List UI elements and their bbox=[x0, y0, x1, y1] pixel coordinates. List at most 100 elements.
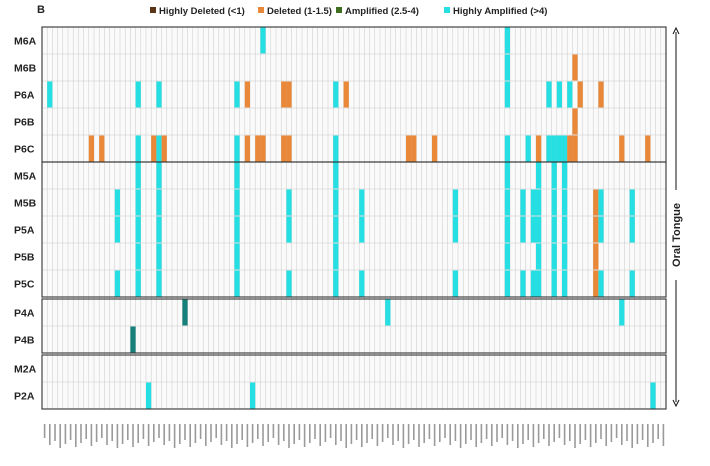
legend-label-highly_amplified: Highly Amplified (>4) bbox=[453, 6, 547, 17]
cell-mark bbox=[151, 135, 157, 162]
cell-mark bbox=[286, 270, 292, 297]
cell-mark bbox=[598, 216, 604, 243]
cell-mark bbox=[234, 81, 240, 108]
cell-mark bbox=[504, 27, 510, 54]
row-label-P5B: P5B bbox=[14, 252, 35, 264]
cell-mark bbox=[567, 81, 573, 108]
cell-mark bbox=[234, 216, 240, 243]
row-label-P6B: P6B bbox=[14, 117, 35, 129]
cell-mark bbox=[530, 189, 536, 216]
cell-mark bbox=[536, 189, 542, 216]
legend-label-highly_deleted: Highly Deleted (<1) bbox=[159, 6, 245, 17]
cell-mark bbox=[593, 270, 599, 297]
cell-mark bbox=[432, 135, 438, 162]
cell-mark bbox=[504, 162, 510, 189]
cell-mark bbox=[333, 243, 339, 270]
legend-swatch-highly_amplified bbox=[444, 7, 450, 13]
cell-mark bbox=[629, 216, 635, 243]
cell-mark bbox=[286, 189, 292, 216]
row-label-M2A: M2A bbox=[14, 364, 37, 376]
cell-mark bbox=[619, 135, 625, 162]
row-label-P4A: P4A bbox=[14, 308, 35, 320]
cell-mark bbox=[385, 299, 391, 326]
cell-mark bbox=[244, 81, 250, 108]
legend: Highly Deleted (<1) Deleted (1-1.5) Amplif… bbox=[150, 6, 547, 17]
cell-mark bbox=[520, 216, 526, 243]
cell-mark bbox=[530, 270, 536, 297]
cell-mark bbox=[504, 54, 510, 81]
row-label-P5C: P5C bbox=[14, 279, 35, 291]
cell-mark bbox=[156, 135, 162, 162]
cell-mark bbox=[593, 216, 599, 243]
group-frames bbox=[41, 26, 667, 410]
cell-mark bbox=[556, 81, 562, 108]
cell-mark bbox=[504, 135, 510, 162]
cell-mark bbox=[536, 135, 542, 162]
cell-mark bbox=[406, 135, 412, 162]
cell-mark bbox=[333, 270, 339, 297]
cell-mark bbox=[551, 135, 557, 162]
cell-mark bbox=[333, 189, 339, 216]
cell-mark bbox=[530, 216, 536, 243]
side-label: Oral Tongue bbox=[671, 203, 683, 267]
row-label-P6C: P6C bbox=[14, 144, 35, 156]
cell-mark bbox=[562, 243, 568, 270]
legend-label-deleted: Deleted (1-1.5) bbox=[267, 6, 332, 17]
cell-mark bbox=[593, 189, 599, 216]
cell-mark bbox=[286, 135, 292, 162]
cell-mark bbox=[536, 270, 542, 297]
cell-mark bbox=[629, 189, 635, 216]
group-frame bbox=[41, 161, 667, 298]
cell-mark bbox=[135, 270, 141, 297]
cell-mark bbox=[562, 270, 568, 297]
cell-mark bbox=[156, 243, 162, 270]
cell-mark bbox=[572, 54, 578, 81]
cell-mark bbox=[536, 162, 542, 189]
cell-mark bbox=[88, 135, 94, 162]
cell-mark bbox=[551, 243, 557, 270]
cell-mark bbox=[99, 135, 105, 162]
cell-mark bbox=[135, 81, 141, 108]
bracket-arrow-down bbox=[672, 399, 680, 408]
row-label-M5A: M5A bbox=[14, 171, 37, 183]
legend-label-amplified: Amplified (2.5-4) bbox=[345, 6, 419, 17]
cell-mark bbox=[343, 81, 349, 108]
cell-mark bbox=[234, 243, 240, 270]
cell-mark bbox=[556, 135, 562, 162]
cell-mark bbox=[286, 216, 292, 243]
row-label-M6A: M6A bbox=[14, 36, 37, 48]
cell-mark bbox=[546, 135, 552, 162]
x-tick-labels bbox=[43, 424, 665, 448]
cell-mark bbox=[562, 162, 568, 189]
cell-mark bbox=[551, 270, 557, 297]
cell-mark bbox=[504, 189, 510, 216]
cell-mark bbox=[156, 162, 162, 189]
side-bracket: Oral Tongue bbox=[671, 26, 683, 408]
cell-mark bbox=[650, 382, 656, 409]
legend-swatch-deleted bbox=[258, 7, 264, 13]
cell-mark bbox=[135, 135, 141, 162]
cell-mark bbox=[598, 189, 604, 216]
cell-mark bbox=[504, 270, 510, 297]
cell-mark bbox=[598, 81, 604, 108]
cell-mark bbox=[598, 270, 604, 297]
cell-mark bbox=[234, 135, 240, 162]
row-label-M5B: M5B bbox=[14, 198, 37, 210]
cell-mark bbox=[562, 216, 568, 243]
cell-mark bbox=[452, 189, 458, 216]
bracket-arrow-up bbox=[672, 26, 680, 35]
cell-mark bbox=[156, 81, 162, 108]
legend-swatch-amplified bbox=[336, 7, 342, 13]
cell-mark bbox=[504, 81, 510, 108]
cell-mark bbox=[359, 216, 365, 243]
cell-mark bbox=[244, 135, 250, 162]
cell-mark bbox=[359, 189, 365, 216]
cell-mark bbox=[572, 108, 578, 135]
cell-mark bbox=[333, 81, 339, 108]
cell-mark bbox=[452, 270, 458, 297]
row-labels: M6A M6B P6A P6B P6C M5A M5B P5A P5B P5C P4A P4B M2A P… bbox=[14, 36, 37, 403]
group-frame bbox=[41, 354, 667, 410]
cell-mark bbox=[536, 216, 542, 243]
cell-mark bbox=[260, 135, 266, 162]
